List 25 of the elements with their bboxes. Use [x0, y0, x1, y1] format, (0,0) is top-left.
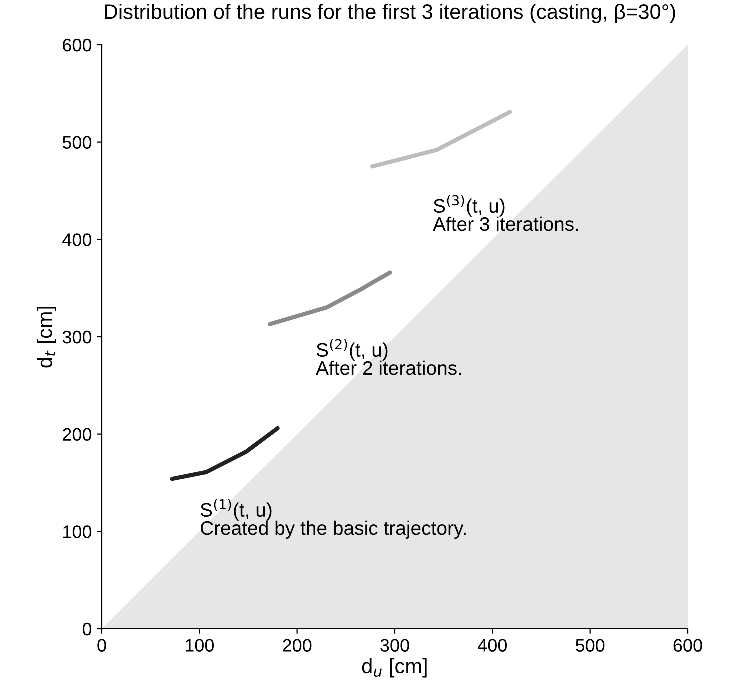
y-tick-label: 0 [82, 622, 92, 636]
x-tick-label: 400 [478, 639, 508, 652]
y-axis-title: d$_{t}$ [cm] [37, 306, 56, 368]
y-tick-label: 100 [64, 526, 92, 538]
x-tick-label: 0 [98, 639, 106, 652]
annotation: After 3 iterations. [433, 216, 578, 232]
x-tick-label: 200 [283, 639, 312, 652]
x-tick-label: 300 [380, 639, 410, 652]
annotation: Created by the basic trajectory. [200, 520, 466, 540]
y-tick-label: 300 [62, 330, 92, 344]
annotation: S$^{(1)}$(t, u) [200, 499, 272, 521]
y-tick-label: 600 [63, 38, 92, 52]
y-tick-label: 200 [63, 428, 92, 442]
line-series [268, 270, 392, 326]
chart-title: Distribution of the runs for the first 3 iterations (casting, β=30°) [105, 4, 676, 24]
x-tick-label: 100 [186, 639, 214, 652]
annotation: S$^{(2)}$(t, u) [316, 339, 388, 361]
line-series [170, 426, 280, 482]
y-tick-label: 500 [62, 136, 92, 150]
annotation: S$^{(3)}$(t, u) [434, 195, 505, 217]
annotation: After 2 iterations. [316, 360, 462, 376]
x-axis-title: d$_{u}$ [cm] [362, 658, 427, 678]
x-tick-label: 600 [674, 639, 702, 652]
x-tick-label: 500 [576, 639, 605, 652]
y-tick-label: 400 [62, 234, 92, 246]
